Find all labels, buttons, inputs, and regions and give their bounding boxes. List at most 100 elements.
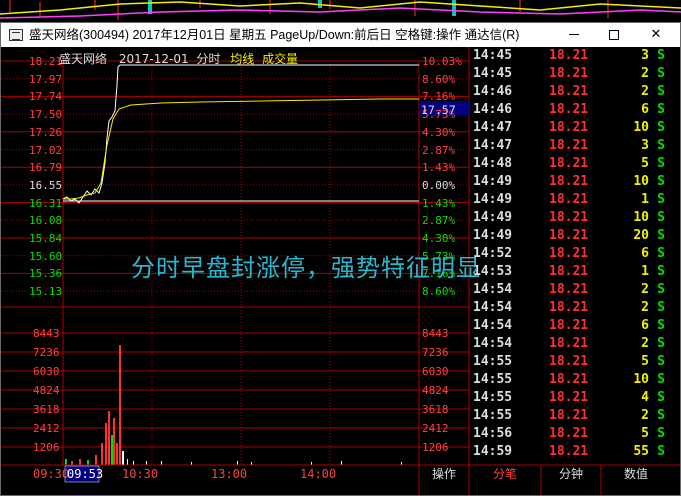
tick-time: 14:54 (473, 300, 513, 315)
tick-volume: 2 (641, 336, 649, 351)
tick-volume: 5 (641, 426, 649, 441)
tick-time: 14:49 (473, 210, 513, 225)
price-tick-label: 16.31 (29, 196, 63, 210)
tick-side: S (657, 192, 665, 207)
volume-bar (113, 418, 115, 465)
tick-row[interactable]: 14:48 18.21 5 S (471, 156, 669, 174)
tick-row[interactable]: 14:54 18.21 2 S (471, 282, 669, 300)
price-tick-label: 17.02 (29, 143, 63, 157)
minute-tab[interactable]: 分钟 (558, 467, 583, 481)
background-candles (0, 0, 681, 20)
tick-side: S (657, 426, 665, 441)
tick-row[interactable]: 14:54 18.21 6 S (471, 318, 669, 336)
tick-row[interactable]: 14:55 18.21 4 S (471, 390, 669, 408)
percent-tick-label: 10.03% (422, 55, 462, 68)
price-tick-label: 17.26 (29, 125, 63, 139)
tick-side: S (657, 84, 665, 99)
tick-volume: 2 (641, 300, 649, 315)
tick-row[interactable]: 14:54 18.21 2 S (471, 336, 669, 354)
percent-tick-label: 5.73% (422, 108, 456, 122)
tick-side: S (657, 174, 665, 189)
tick-price: 18.21 (549, 228, 589, 243)
tick-row[interactable]: 14:47 18.21 10 S (471, 120, 669, 138)
tick-volume: 4 (641, 390, 649, 405)
tick-row[interactable]: 14:54 18.21 2 S (471, 300, 669, 318)
volume-bar (108, 411, 110, 465)
tick-row[interactable]: 14:49 18.21 10 S (471, 210, 669, 228)
price-tick-label: 17.50 (29, 108, 63, 122)
tick-volume: 2 (641, 84, 649, 99)
tick-volume: 10 (633, 174, 649, 189)
percent-tick-label: 4.30% (422, 232, 456, 245)
tick-side: S (657, 282, 665, 297)
tick-time: 14:55 (473, 372, 513, 387)
tick-side: S (657, 318, 665, 333)
volume-bar (127, 459, 128, 465)
tick-side: S (657, 102, 665, 117)
tick-row[interactable]: 14:52 18.21 6 S (471, 246, 669, 264)
volume-bar (251, 462, 252, 465)
tick-row[interactable]: 14:59 18.21 55 S (471, 444, 669, 462)
ticks-tab[interactable]: 分笔 (492, 467, 517, 481)
stock-name: 盛天网络 (59, 52, 108, 66)
tick-side: S (657, 444, 665, 459)
chart-date: 2017-12-01 (118, 52, 189, 66)
app-window-icon (9, 29, 23, 41)
volume-bar (95, 455, 97, 465)
tick-row[interactable]: 14:47 18.21 3 S (471, 138, 669, 156)
percent-tick-label: 1.43% (422, 161, 456, 175)
tick-row[interactable]: 14:49 18.21 20 S (471, 228, 669, 246)
tick-row[interactable]: 14:46 18.21 2 S (471, 84, 669, 102)
tick-row[interactable]: 14:49 18.21 10 S (471, 174, 669, 192)
volume-tick-label: 4824 (422, 384, 449, 397)
operate-tab[interactable]: 操作 (431, 467, 456, 481)
volume-bar (119, 345, 121, 465)
tick-row[interactable]: 14:45 18.21 2 S (471, 66, 669, 84)
tick-row[interactable]: 14:55 18.21 10 S (471, 372, 669, 390)
tick-volume: 55 (633, 444, 649, 459)
tick-volume: 6 (641, 318, 649, 333)
percent-tick-label: 1.43% (422, 196, 456, 210)
tick-row[interactable]: 14:55 18.21 5 S (471, 354, 669, 372)
price-tick-label: 17.97 (29, 72, 63, 86)
tick-row[interactable]: 14:55 18.21 2 S (471, 408, 669, 426)
tick-side: S (657, 264, 665, 279)
price-line (62, 64, 419, 204)
tick-time: 14:45 (473, 66, 513, 81)
price-tick-label: 16.08 (29, 214, 63, 228)
percent-tick-label: 0.00% (422, 178, 456, 192)
tick-time: 14:49 (473, 192, 513, 207)
tick-row[interactable]: 14:46 18.21 6 S (471, 102, 669, 120)
price-tick-label: 15.36 (29, 267, 63, 281)
tick-row[interactable]: 14:56 18.21 5 S (471, 426, 669, 444)
title-bar[interactable]: 盛天网络(300494) 2017年12月01日 星期五 PageUp/Down… (1, 23, 680, 47)
tick-time: 14:56 (473, 426, 513, 441)
close-button[interactable]: ✕ (650, 27, 662, 42)
volume-bar (111, 435, 113, 465)
volume-tick-label: 7236 (33, 346, 60, 359)
volume-tick-label: 4824 (33, 384, 60, 397)
percent-tick-label: 5.73% (422, 249, 456, 263)
volume-bars (65, 345, 402, 465)
avg-line-label: 均线 (230, 52, 255, 66)
volume-bar (65, 459, 67, 465)
tick-row[interactable]: 14:45 18.21 3 S (471, 48, 669, 66)
percent-tick-label: 7.16% (422, 90, 456, 104)
tick-price: 18.21 (549, 102, 589, 117)
tick-side: S (657, 300, 665, 315)
tick-time: 14:55 (473, 354, 513, 369)
volume-bar (401, 462, 402, 465)
tick-volume: 1 (641, 264, 649, 279)
tick-price: 18.21 (549, 408, 589, 423)
price-tick-label: 17.74 (29, 90, 63, 104)
tick-row[interactable]: 14:49 18.21 1 S (471, 192, 669, 210)
intraday-chart[interactable] (1, 23, 680, 495)
tick-side: S (657, 138, 665, 153)
minimize-button[interactable] (554, 23, 594, 47)
values-tab[interactable]: 数值 (623, 467, 648, 481)
volume-bar (237, 461, 238, 465)
tick-price: 18.21 (549, 372, 589, 387)
maximize-button[interactable] (594, 23, 634, 47)
tick-time: 14:49 (473, 228, 513, 243)
tick-row[interactable]: 14:53 18.21 1 S (471, 264, 669, 282)
